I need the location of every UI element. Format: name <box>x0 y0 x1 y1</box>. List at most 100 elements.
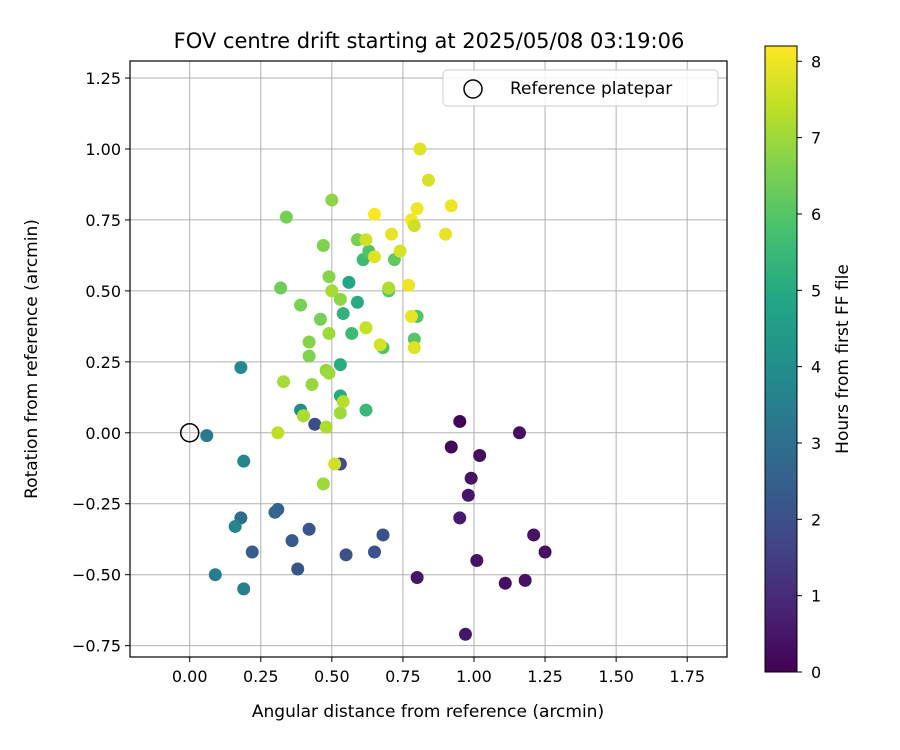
colorbar-gradient <box>764 45 798 673</box>
data-point <box>200 429 214 443</box>
data-point <box>245 545 259 559</box>
data-point <box>470 554 484 568</box>
y-tick-label: 0.00 <box>85 424 121 443</box>
data-point <box>538 545 552 559</box>
data-point <box>385 227 399 241</box>
data-point <box>422 173 435 187</box>
data-point <box>316 238 330 252</box>
data-point <box>350 295 364 309</box>
data-point <box>439 227 453 241</box>
data-point <box>359 321 373 335</box>
data-point <box>382 281 396 295</box>
data-points <box>200 142 552 641</box>
data-point <box>413 142 427 156</box>
data-point <box>407 341 421 355</box>
data-point <box>512 426 526 440</box>
data-point <box>461 488 475 502</box>
y-tick-label: −0.25 <box>72 495 121 514</box>
colorbar-tick-label: 4 <box>811 358 821 377</box>
colorbar: 0 1 2 3 4 5 6 7 8 Hours from first FF file <box>764 45 853 682</box>
data-point <box>359 403 373 417</box>
data-point <box>234 361 248 375</box>
data-point <box>316 477 330 491</box>
data-point <box>367 250 381 264</box>
legend-box <box>442 69 719 107</box>
data-point <box>277 375 291 389</box>
data-point <box>498 576 512 590</box>
data-point <box>393 244 407 258</box>
x-axis-label: Angular distance from reference (arcmin) <box>252 702 604 722</box>
colorbar-tick-label: 7 <box>811 129 821 148</box>
data-point <box>367 207 381 221</box>
data-point <box>444 199 458 213</box>
colorbar-tick-label: 6 <box>811 205 821 224</box>
x-tick-label: 0.50 <box>314 667 350 686</box>
x-tick-label: 0.25 <box>243 667 279 686</box>
colorbar-label: Hours from first FF file <box>833 264 853 454</box>
data-point <box>376 528 390 542</box>
y-tick-label: 0.25 <box>85 353 121 372</box>
legend-entry: Reference platepar <box>510 79 672 99</box>
data-point <box>228 519 242 533</box>
data-point <box>237 454 251 468</box>
data-point <box>285 534 299 548</box>
data-point <box>336 395 350 409</box>
plot-frame <box>129 60 728 658</box>
data-point <box>453 414 467 428</box>
data-point <box>322 326 336 340</box>
colorbar-ticks: 0 1 2 3 4 5 6 7 8 <box>797 52 821 682</box>
x-axis-ticks: 0.00 0.25 0.50 0.75 1.00 1.25 1.50 1.75 <box>172 657 705 686</box>
data-point <box>404 309 418 323</box>
data-point <box>325 284 339 298</box>
colorbar-tick-label: 2 <box>811 510 821 529</box>
data-point <box>319 420 333 434</box>
y-tick-label: 0.75 <box>85 211 121 230</box>
x-tick-label: 0.75 <box>385 667 421 686</box>
plot-area <box>129 60 728 658</box>
chart-title: FOV centre drift starting at 2025/05/08 … <box>174 29 685 53</box>
data-point <box>367 545 381 559</box>
colorbar-tick-label: 0 <box>811 663 821 682</box>
data-point <box>271 426 285 440</box>
data-point <box>407 219 421 233</box>
data-point <box>518 573 532 587</box>
data-point <box>453 511 467 525</box>
data-point <box>345 326 359 340</box>
y-axis-label: Rotation from reference (arcmin) <box>22 219 42 499</box>
data-point <box>464 471 478 485</box>
data-point <box>208 568 222 582</box>
data-point <box>274 281 288 295</box>
x-tick-label: 0.00 <box>172 667 208 686</box>
data-point <box>305 378 319 392</box>
reference-marker <box>179 423 200 443</box>
y-tick-label: −0.75 <box>72 637 121 656</box>
data-point <box>328 457 342 471</box>
data-point <box>313 312 327 326</box>
data-point <box>336 307 350 321</box>
data-point <box>268 505 282 519</box>
y-tick-label: 0.50 <box>85 282 121 301</box>
data-point <box>359 233 373 247</box>
data-point <box>410 571 424 585</box>
colorbar-tick-label: 8 <box>811 52 821 71</box>
x-tick-label: 1.25 <box>527 667 563 686</box>
data-point <box>527 528 541 542</box>
x-tick-label: 1.50 <box>598 667 634 686</box>
colorbar-tick-label: 5 <box>811 281 821 300</box>
data-point <box>339 548 353 562</box>
colorbar-tick-label: 1 <box>811 587 821 606</box>
data-point <box>302 349 316 363</box>
data-point <box>444 440 458 454</box>
data-point <box>302 522 316 536</box>
data-point <box>458 627 472 641</box>
data-point <box>279 210 293 224</box>
data-point <box>308 417 322 431</box>
data-point <box>333 292 347 306</box>
y-tick-label: 1.25 <box>85 69 121 88</box>
legend-marker-icon <box>463 79 483 99</box>
data-point <box>373 338 387 352</box>
grid <box>130 61 727 657</box>
y-axis-ticks: −0.75 −0.50 −0.25 0.00 0.25 0.50 0.75 1.00 1.25 <box>72 69 130 656</box>
data-point <box>294 298 308 312</box>
